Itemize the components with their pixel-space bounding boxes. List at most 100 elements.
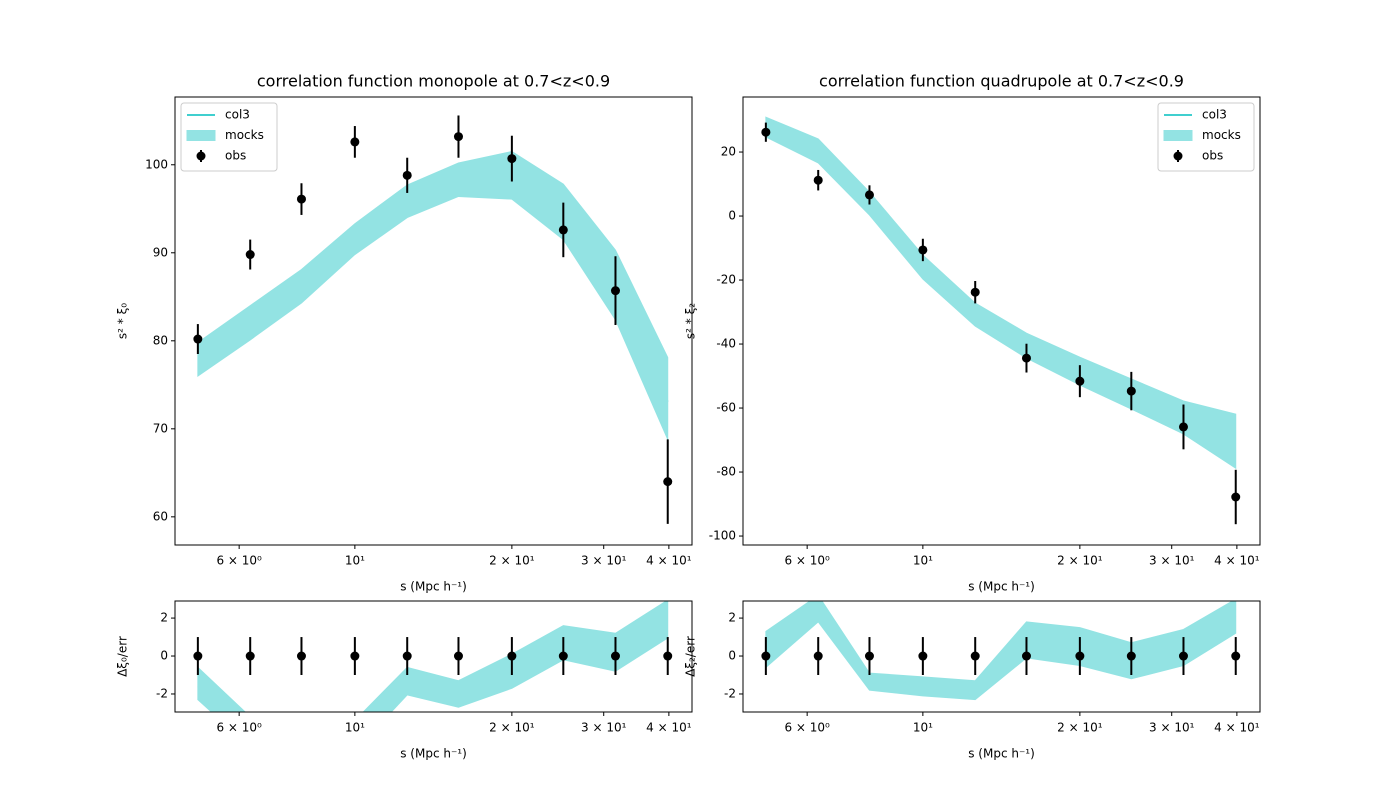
- y-tick-label: -20: [716, 273, 736, 287]
- y-tick-label: 70: [153, 421, 168, 435]
- y-tick-label: 2: [728, 611, 736, 625]
- legend-marker: [1173, 151, 1183, 161]
- y-tick-label: -40: [716, 337, 736, 351]
- point: [453, 651, 463, 661]
- band: [197, 151, 669, 440]
- point: [507, 651, 517, 661]
- plot-area: [193, 115, 673, 524]
- plot-area: [193, 601, 673, 712]
- point: [1075, 376, 1085, 386]
- x-tick-label: 3 × 10¹: [581, 721, 627, 735]
- x-tick-label: 2 × 10¹: [1057, 721, 1103, 735]
- point: [245, 651, 255, 661]
- y-tick-label: 0: [728, 209, 736, 223]
- point: [663, 651, 673, 661]
- point: [296, 651, 306, 661]
- point: [813, 175, 823, 185]
- axes-frame: [742, 96, 1261, 546]
- y-tick-label: 20: [721, 145, 736, 159]
- y-axis-label: s² * ξ₀: [116, 303, 130, 339]
- point: [558, 651, 568, 661]
- chart-title: correlation function monopole at 0.7<z<0…: [257, 72, 610, 91]
- x-axis-label: s (Mpc h⁻¹): [400, 747, 467, 761]
- x-tick-label: 3 × 10¹: [1149, 554, 1195, 568]
- point: [663, 477, 673, 487]
- x-tick-label: 4 × 10¹: [646, 721, 692, 735]
- legend-marker: [196, 151, 206, 161]
- point: [1021, 353, 1031, 363]
- point: [350, 651, 360, 661]
- x-tick-label: 10¹: [913, 554, 933, 568]
- y-axis-label: s² * ξ₂: [684, 303, 698, 339]
- y-tick-label: 60: [153, 509, 168, 523]
- y-axis-label: Δξ₀/err: [116, 636, 130, 677]
- point: [245, 250, 255, 260]
- x-axis-label: s (Mpc h⁻¹): [968, 580, 1035, 594]
- axes-frame: [742, 600, 1261, 713]
- band: [765, 116, 1237, 470]
- x-tick-label: 6 × 10⁰: [784, 554, 830, 568]
- y-tick-label: 100: [145, 157, 168, 171]
- point: [761, 127, 771, 137]
- y-tick-label: -80: [716, 465, 736, 479]
- plot-area: [761, 601, 1241, 701]
- axes-frame: [174, 96, 693, 546]
- point: [970, 651, 980, 661]
- x-tick-label: 2 × 10¹: [489, 721, 535, 735]
- point: [402, 170, 412, 180]
- point: [193, 334, 203, 344]
- legend-label: mocks: [1202, 128, 1241, 142]
- x-tick-label: 6 × 10⁰: [216, 721, 262, 735]
- y-tick-label: 90: [153, 245, 168, 259]
- point: [1178, 651, 1188, 661]
- plot-area: [761, 116, 1241, 525]
- point: [507, 154, 517, 164]
- y-tick-label: -2: [156, 686, 168, 700]
- x-tick-label: 10¹: [345, 721, 365, 735]
- x-tick-label: 3 × 10¹: [581, 554, 627, 568]
- x-tick-label: 3 × 10¹: [1149, 721, 1195, 735]
- point: [918, 651, 928, 661]
- x-axis-label: s (Mpc h⁻¹): [968, 747, 1035, 761]
- point: [610, 286, 620, 296]
- point: [402, 651, 412, 661]
- x-tick-label: 10¹: [913, 721, 933, 735]
- x-tick-label: 4 × 10¹: [646, 554, 692, 568]
- y-tick-label: 0: [160, 649, 168, 663]
- y-tick-label: 0: [728, 649, 736, 663]
- y-tick-label: -2: [724, 686, 736, 700]
- point: [610, 651, 620, 661]
- point: [1231, 492, 1241, 502]
- legend-label: col3: [1202, 108, 1227, 122]
- point: [813, 651, 823, 661]
- y-tick-label: -100: [709, 529, 736, 543]
- x-tick-label: 6 × 10⁰: [784, 721, 830, 735]
- x-axis-label: s (Mpc h⁻¹): [400, 580, 467, 594]
- point: [193, 651, 203, 661]
- band: [765, 601, 1237, 701]
- legend-label: obs: [225, 149, 246, 163]
- x-tick-label: 4 × 10¹: [1214, 554, 1260, 568]
- point: [1126, 651, 1136, 661]
- point: [864, 190, 874, 200]
- x-tick-label: 2 × 10¹: [1057, 554, 1103, 568]
- x-tick-label: 4 × 10¹: [1214, 721, 1260, 735]
- legend-patch: [186, 130, 216, 141]
- point: [1231, 651, 1241, 661]
- point: [1178, 422, 1188, 432]
- band: [197, 601, 669, 712]
- point: [1021, 651, 1031, 661]
- point: [1126, 386, 1136, 396]
- point: [296, 194, 306, 204]
- point: [1075, 651, 1085, 661]
- y-tick-label: -60: [716, 401, 736, 415]
- point: [558, 225, 568, 235]
- point: [918, 245, 928, 255]
- legend-patch: [1163, 130, 1193, 141]
- chart-title: correlation function quadrupole at 0.7<z…: [819, 72, 1184, 91]
- point: [350, 137, 360, 147]
- x-tick-label: 10¹: [345, 554, 365, 568]
- legend-label: obs: [1202, 149, 1223, 163]
- legend-label: col3: [225, 108, 250, 122]
